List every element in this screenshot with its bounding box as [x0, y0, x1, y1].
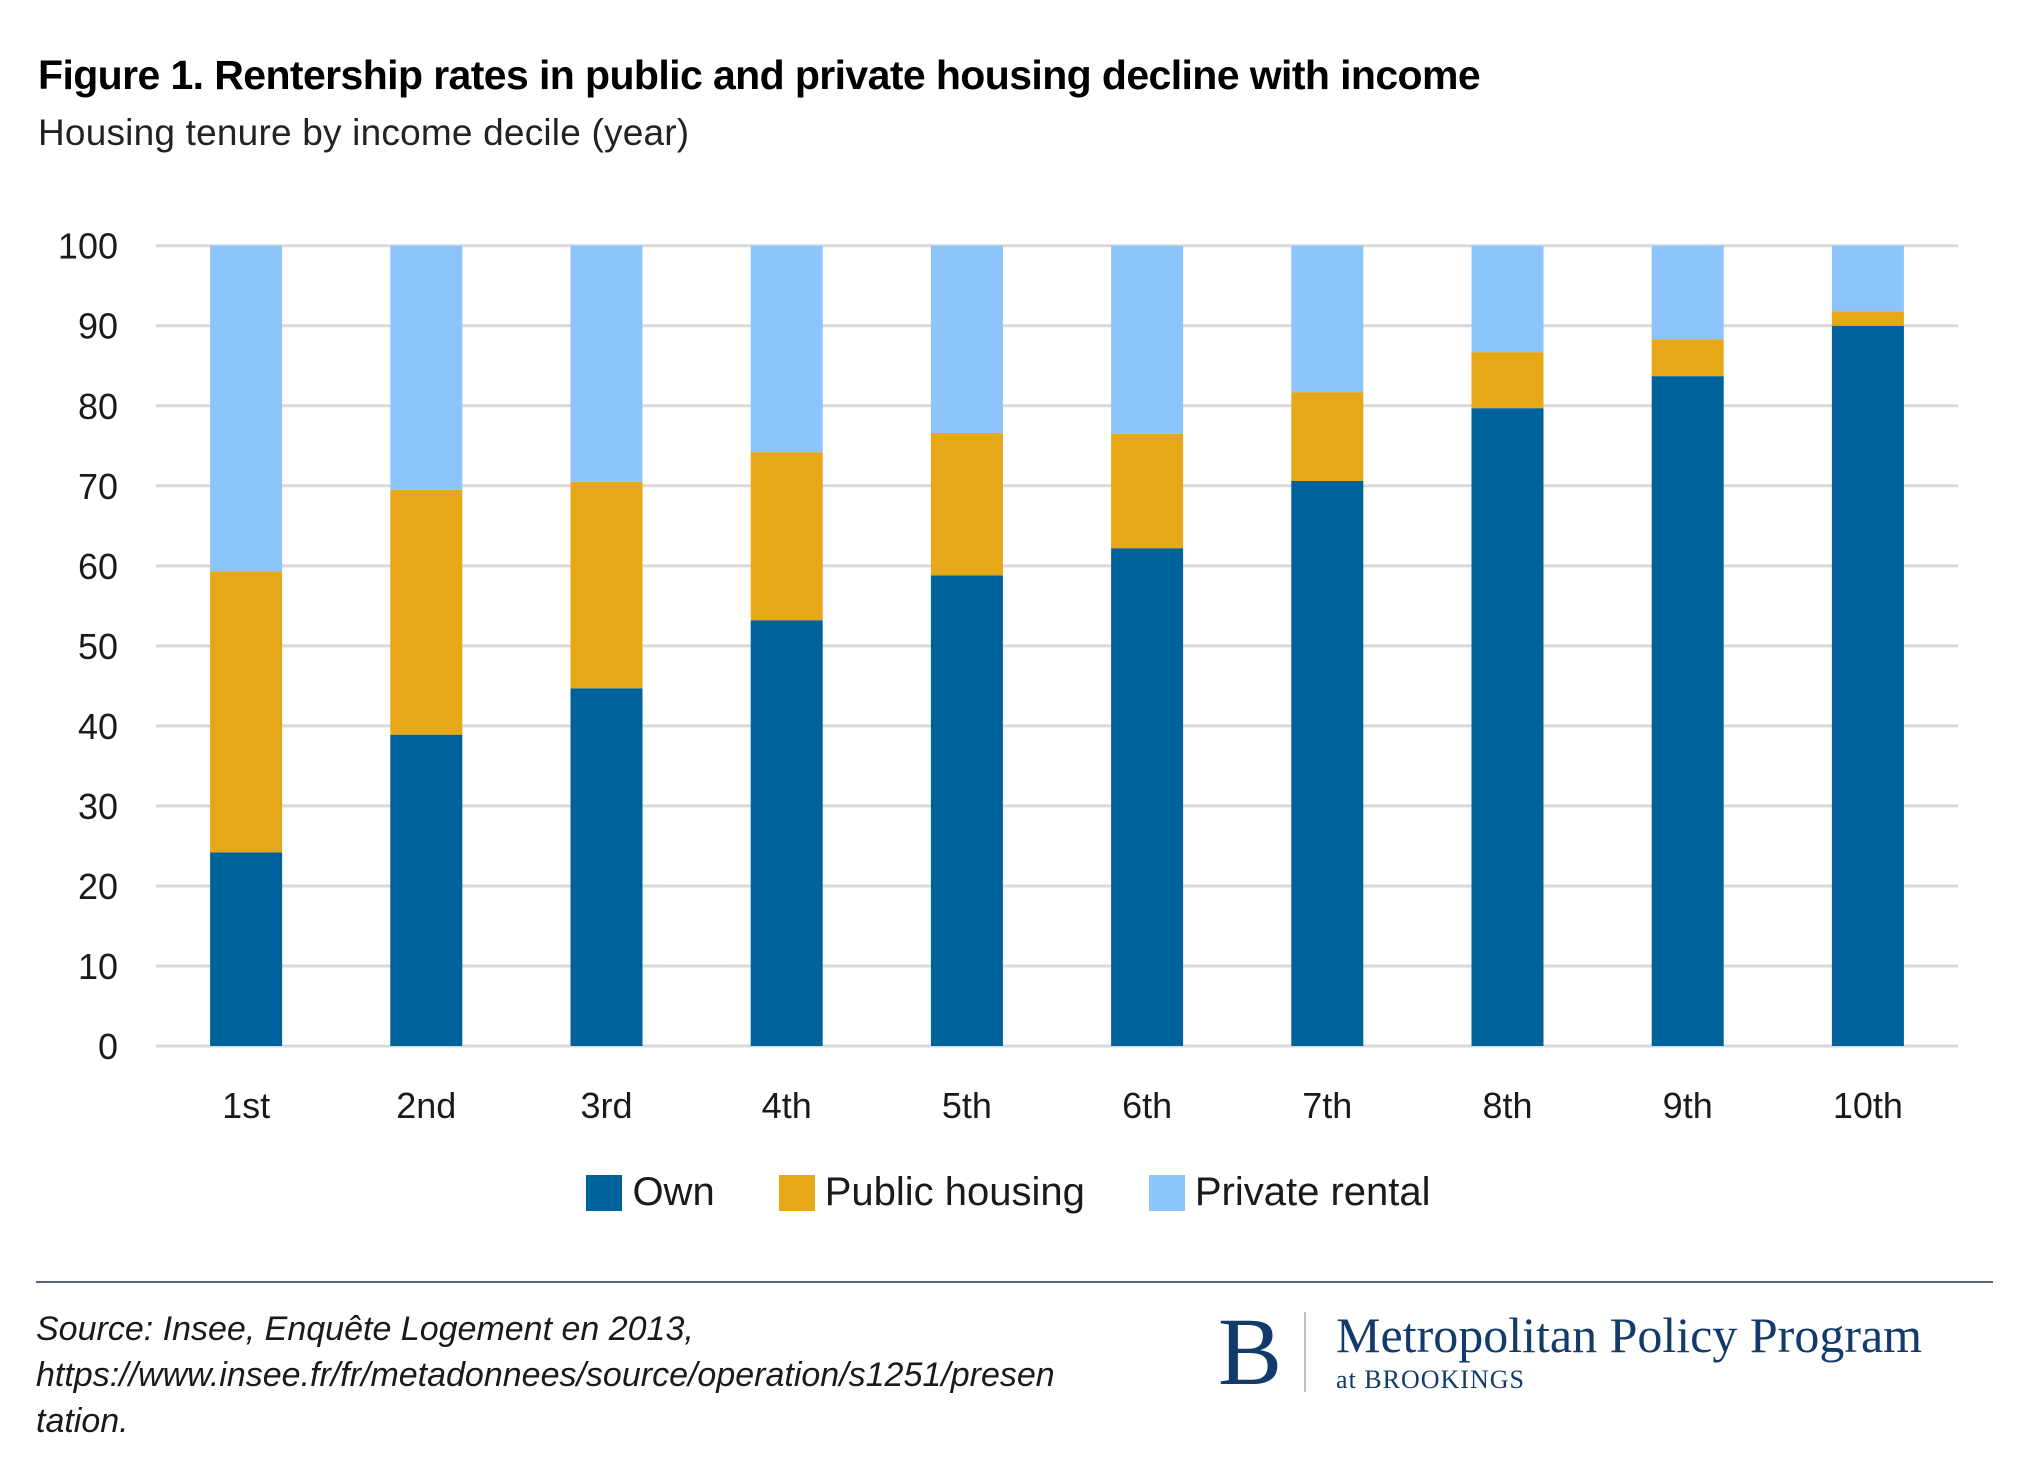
- brookings-b-logo-icon: B: [1218, 1298, 1283, 1405]
- legend-swatch-public-housing: [778, 1174, 815, 1211]
- x-tick-label: 4th: [762, 1085, 812, 1126]
- bar-own-9th: [1651, 376, 1724, 1046]
- bar-public-housing-4th: [750, 452, 823, 621]
- x-tick-label: 3rd: [580, 1085, 632, 1126]
- logo-text: Metropolitan Policy Program at BROOKINGS: [1336, 1309, 1922, 1396]
- source-note: Source: Insee, Enquête Logement en 2013,…: [36, 1306, 1196, 1444]
- bar-private-rental-6th: [1111, 245, 1184, 434]
- source-line-2: https://www.insee.fr/fr/metadonnees/sour…: [36, 1356, 1055, 1394]
- legend-label: Own: [632, 1170, 715, 1214]
- x-tick-label: 7th: [1302, 1085, 1352, 1126]
- bar-own-7th: [1291, 480, 1364, 1047]
- stacked-bar-chart: 0 10 20 30 40 50 60 70 80 90 100 1st 2nd 3rd 4th 5th 6t…: [58, 226, 1958, 1126]
- bar-public-housing-5th: [930, 432, 1003, 576]
- y-axis-ticks: 0 10 20 30 40 50 60 70 80 90 100: [58, 226, 118, 1067]
- x-tick-label: 2nd: [396, 1085, 456, 1126]
- legend: Own Public housing Private rental: [0, 1170, 2017, 1215]
- bar-own-10th: [1831, 325, 1904, 1047]
- bar-own-8th: [1471, 408, 1544, 1046]
- legend-label: Private rental: [1194, 1170, 1431, 1214]
- bar-own-2nd: [390, 734, 463, 1046]
- legend-item-private-rental: Private rental: [1148, 1170, 1431, 1215]
- y-tick-label: 20: [78, 866, 118, 907]
- source-line-3: tation.: [36, 1402, 129, 1440]
- legend-swatch-own: [586, 1174, 623, 1211]
- bar-own-1st: [210, 852, 283, 1046]
- bar-public-housing-1st: [210, 571, 283, 853]
- bar-private-rental-3rd: [570, 245, 643, 482]
- chart-title: Figure 1. Rentership rates in public and…: [38, 52, 1481, 98]
- legend-label: Public housing: [824, 1170, 1085, 1214]
- bars: [210, 245, 1904, 1047]
- x-tick-label: 8th: [1482, 1085, 1532, 1126]
- logo-divider: [1304, 1312, 1307, 1392]
- y-tick-label: 90: [78, 306, 118, 347]
- bar-private-rental-9th: [1651, 245, 1724, 340]
- y-tick-label: 10: [78, 946, 118, 987]
- bar-private-rental-4th: [750, 245, 823, 453]
- bar-private-rental-7th: [1291, 245, 1364, 393]
- legend-swatch-private-rental: [1148, 1174, 1185, 1211]
- bar-own-4th: [750, 620, 823, 1046]
- x-tick-label: 10th: [1833, 1085, 1903, 1126]
- legend-item-public-housing: Public housing: [778, 1170, 1085, 1215]
- chart-subtitle: Housing tenure by income decile (year): [38, 112, 690, 153]
- source-line-1: Source: Insee, Enquête Logement en 2013,: [36, 1310, 694, 1348]
- x-axis-ticks: 1st 2nd 3rd 4th 5th 6th 7th 8th 9th 10th: [222, 1085, 1903, 1126]
- y-tick-label: 50: [78, 626, 118, 667]
- x-tick-label: 5th: [942, 1085, 992, 1126]
- x-tick-label: 1st: [222, 1085, 270, 1126]
- bar-own-5th: [930, 575, 1003, 1046]
- bar-private-rental-10th: [1831, 245, 1904, 312]
- bar-own-6th: [1111, 548, 1184, 1046]
- bar-own-3rd: [570, 688, 643, 1046]
- y-tick-label: 60: [78, 546, 118, 587]
- footer-divider: [36, 1281, 1993, 1283]
- logo-org-name: at BROOKINGS: [1336, 1365, 1525, 1395]
- bar-public-housing-10th: [1831, 311, 1904, 326]
- bar-public-housing-3rd: [570, 481, 643, 689]
- bar-public-housing-8th: [1471, 352, 1544, 409]
- bar-private-rental-2nd: [390, 245, 463, 490]
- y-tick-label: 80: [78, 386, 118, 427]
- y-tick-label: 100: [58, 226, 118, 267]
- x-tick-label: 9th: [1663, 1085, 1713, 1126]
- y-tick-label: 40: [78, 706, 118, 747]
- bar-public-housing-9th: [1651, 339, 1724, 377]
- y-tick-label: 30: [78, 786, 118, 827]
- legend-item-own: Own: [586, 1170, 715, 1215]
- brookings-logo: B Metropolitan Policy Program at BROOKIN…: [1218, 1302, 1922, 1402]
- bar-private-rental-1st: [210, 245, 283, 572]
- bar-private-rental-5th: [930, 245, 1003, 433]
- bar-private-rental-8th: [1471, 245, 1544, 353]
- y-tick-label: 70: [78, 466, 118, 507]
- logo-program-name: Metropolitan Policy Program: [1336, 1306, 1923, 1363]
- x-tick-label: 6th: [1122, 1085, 1172, 1126]
- y-tick-label: 0: [98, 1026, 118, 1067]
- bar-public-housing-2nd: [390, 489, 463, 735]
- bar-public-housing-6th: [1111, 433, 1184, 549]
- bar-public-housing-7th: [1291, 392, 1364, 481]
